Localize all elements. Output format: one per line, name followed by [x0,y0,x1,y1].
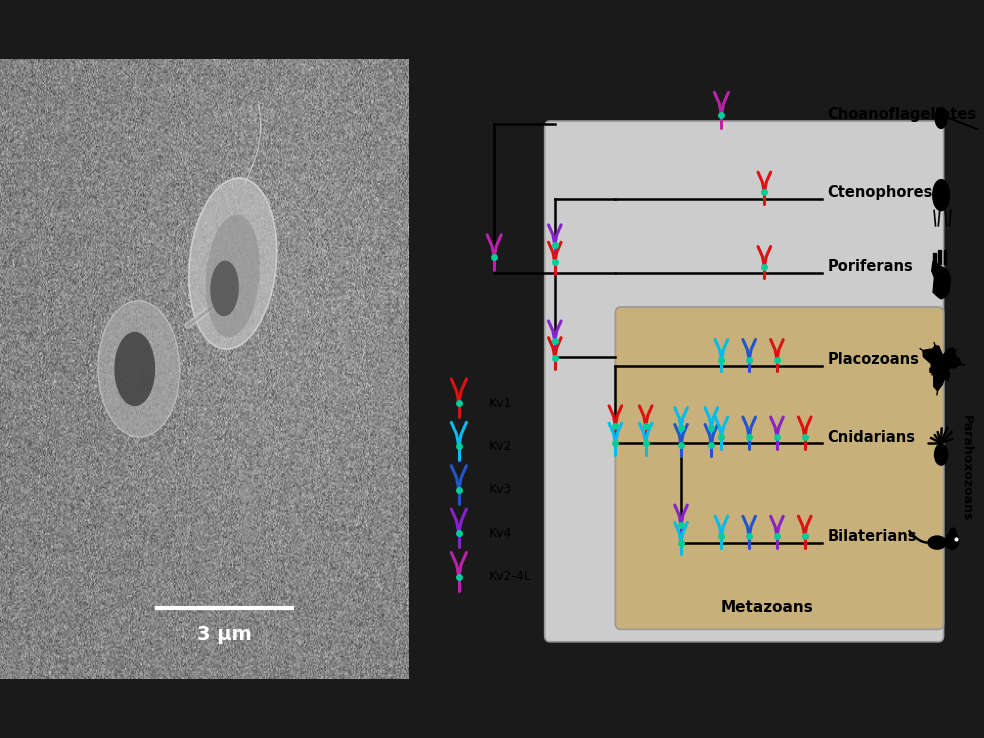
Polygon shape [923,345,961,390]
Ellipse shape [927,535,947,550]
Circle shape [950,528,956,537]
Text: Parahoxozoans: Parahoxozoans [959,415,973,521]
FancyBboxPatch shape [615,307,944,630]
Ellipse shape [934,444,949,466]
Polygon shape [933,253,936,264]
Text: Kv1: Kv1 [489,396,513,410]
Text: Cnidarians: Cnidarians [828,430,915,445]
Text: Kv3: Kv3 [489,483,513,497]
Polygon shape [944,250,947,264]
Text: Choanoflagellates: Choanoflagellates [828,107,976,123]
Text: Ctenophores: Ctenophores [828,184,933,200]
Text: Kv2-4L: Kv2-4L [489,570,532,583]
Polygon shape [939,250,941,264]
Polygon shape [932,261,951,299]
FancyBboxPatch shape [545,121,944,642]
Circle shape [239,483,251,503]
Text: Bilaterians: Bilaterians [828,529,917,544]
Ellipse shape [206,215,260,337]
Ellipse shape [98,301,180,437]
Circle shape [945,532,959,550]
Ellipse shape [189,178,277,349]
Text: Poriferans: Poriferans [828,259,913,275]
Text: Metazoans: Metazoans [720,600,813,615]
Text: Kv2: Kv2 [489,440,513,453]
Ellipse shape [932,179,951,211]
Text: Kv4: Kv4 [489,527,513,539]
Text: Placozoans: Placozoans [828,352,919,368]
Ellipse shape [935,107,948,129]
Ellipse shape [114,332,155,406]
Text: 3 μm: 3 μm [197,625,252,644]
Ellipse shape [211,261,239,317]
